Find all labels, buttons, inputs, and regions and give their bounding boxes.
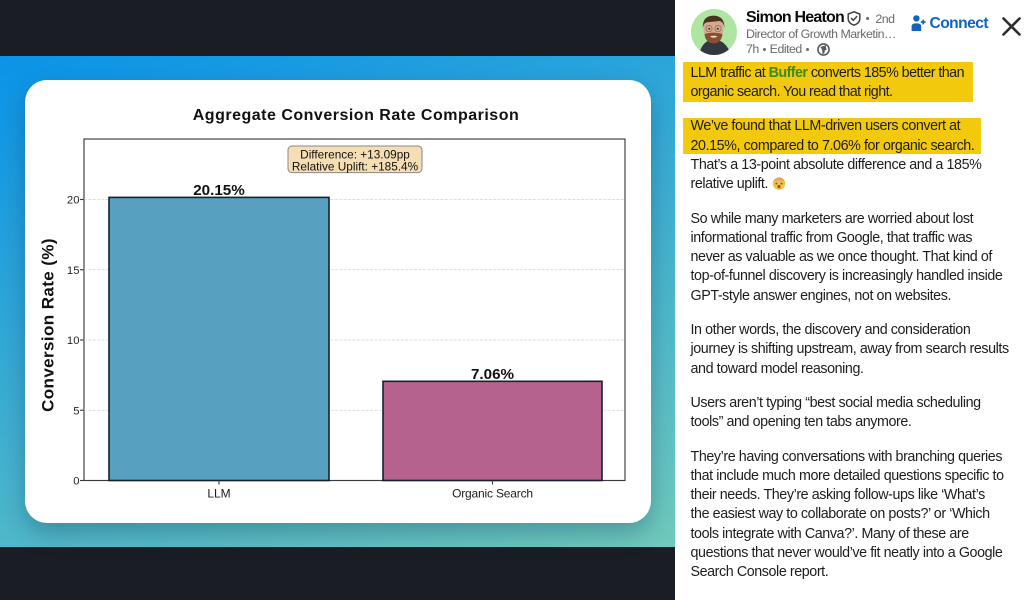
svg-text:Relative Uplift: +185.4%: Relative Uplift: +185.4% bbox=[292, 159, 419, 173]
svg-text:7.06%: 7.06% bbox=[471, 366, 515, 383]
svg-text:LLM: LLM bbox=[207, 487, 230, 501]
svg-text:5: 5 bbox=[73, 405, 79, 417]
svg-text:20: 20 bbox=[67, 195, 80, 207]
svg-text:Conversion Rate (%): Conversion Rate (%) bbox=[39, 238, 58, 412]
svg-text:10: 10 bbox=[67, 335, 80, 347]
svg-text:20.15%: 20.15% bbox=[193, 182, 245, 199]
svg-text:Difference: +13.09pp: Difference: +13.09pp bbox=[300, 147, 410, 161]
svg-text:15: 15 bbox=[67, 265, 80, 277]
svg-text:0: 0 bbox=[73, 476, 79, 488]
svg-text:Organic Search: Organic Search bbox=[452, 487, 533, 501]
svg-text:Aggregate Conversion Rate Comp: Aggregate Conversion Rate Comparison bbox=[193, 107, 520, 124]
